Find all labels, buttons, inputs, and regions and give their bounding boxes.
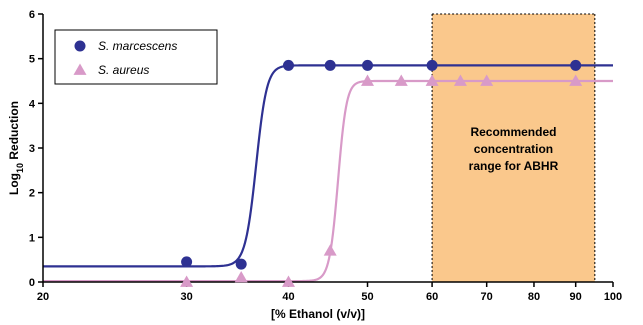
range-label-line: Recommended <box>470 125 556 139</box>
legend: S. marcescens S. aureus <box>54 29 218 85</box>
x-tick-label: 30 <box>180 291 192 303</box>
y-tick-label: 3 <box>29 143 35 155</box>
legend-label: S. marcescens <box>98 39 177 53</box>
data-point <box>282 59 294 71</box>
data-point <box>361 74 375 86</box>
range-fill <box>432 14 595 282</box>
range-label-line: range for ABHR <box>469 159 559 173</box>
data-point <box>234 271 248 283</box>
data-point <box>569 74 583 86</box>
y-tick-label: 5 <box>29 54 35 66</box>
y-tick-label: 4 <box>29 98 36 110</box>
data-point <box>181 256 193 268</box>
data-point <box>324 59 336 71</box>
legend-marker <box>73 63 87 75</box>
data-point <box>362 59 374 71</box>
data-point <box>426 59 438 71</box>
x-tick-label: 20 <box>37 291 49 303</box>
axes <box>38 13 614 287</box>
recommended-range-region <box>431 13 596 282</box>
data-point <box>480 74 494 86</box>
data-point <box>570 59 582 71</box>
y-tick-label: 2 <box>29 188 35 200</box>
data-point <box>281 275 295 287</box>
x-tick-label: 60 <box>426 291 438 303</box>
x-tick-label: 80 <box>528 291 540 303</box>
data-markers <box>180 59 583 287</box>
y-tick-label: 1 <box>29 232 35 244</box>
x-tick-label: 70 <box>481 291 493 303</box>
data-point <box>425 74 439 86</box>
range-label-line: concentration <box>474 142 553 156</box>
legend-box <box>54 29 218 85</box>
y-axis-title-rest: Reduction <box>7 101 21 163</box>
y-axis-title: Log10 Reduction <box>7 101 25 195</box>
y-tick-label: 0 <box>29 277 35 289</box>
data-point <box>180 275 194 287</box>
labels: Recommended concentration range for ABHR 0 1… <box>7 9 622 321</box>
y-axis-title-main: Log <box>7 173 21 195</box>
fit-curve <box>43 79 613 283</box>
data-point <box>235 258 247 270</box>
y-tick-label: 6 <box>29 9 35 21</box>
x-tick-label: 40 <box>282 291 294 303</box>
legend-label: S. aureus <box>98 63 149 77</box>
y-axis-title-subscript: 10 <box>15 163 25 173</box>
x-tick-label: 50 <box>361 291 373 303</box>
x-tick-label: 100 <box>604 291 622 303</box>
x-tick-label: 90 <box>570 291 582 303</box>
legend-marker <box>74 40 86 52</box>
data-point <box>323 244 337 256</box>
x-axis-title: [% Ethanol (v/v)] <box>271 307 365 321</box>
data-point <box>394 74 408 86</box>
data-point <box>453 74 467 86</box>
